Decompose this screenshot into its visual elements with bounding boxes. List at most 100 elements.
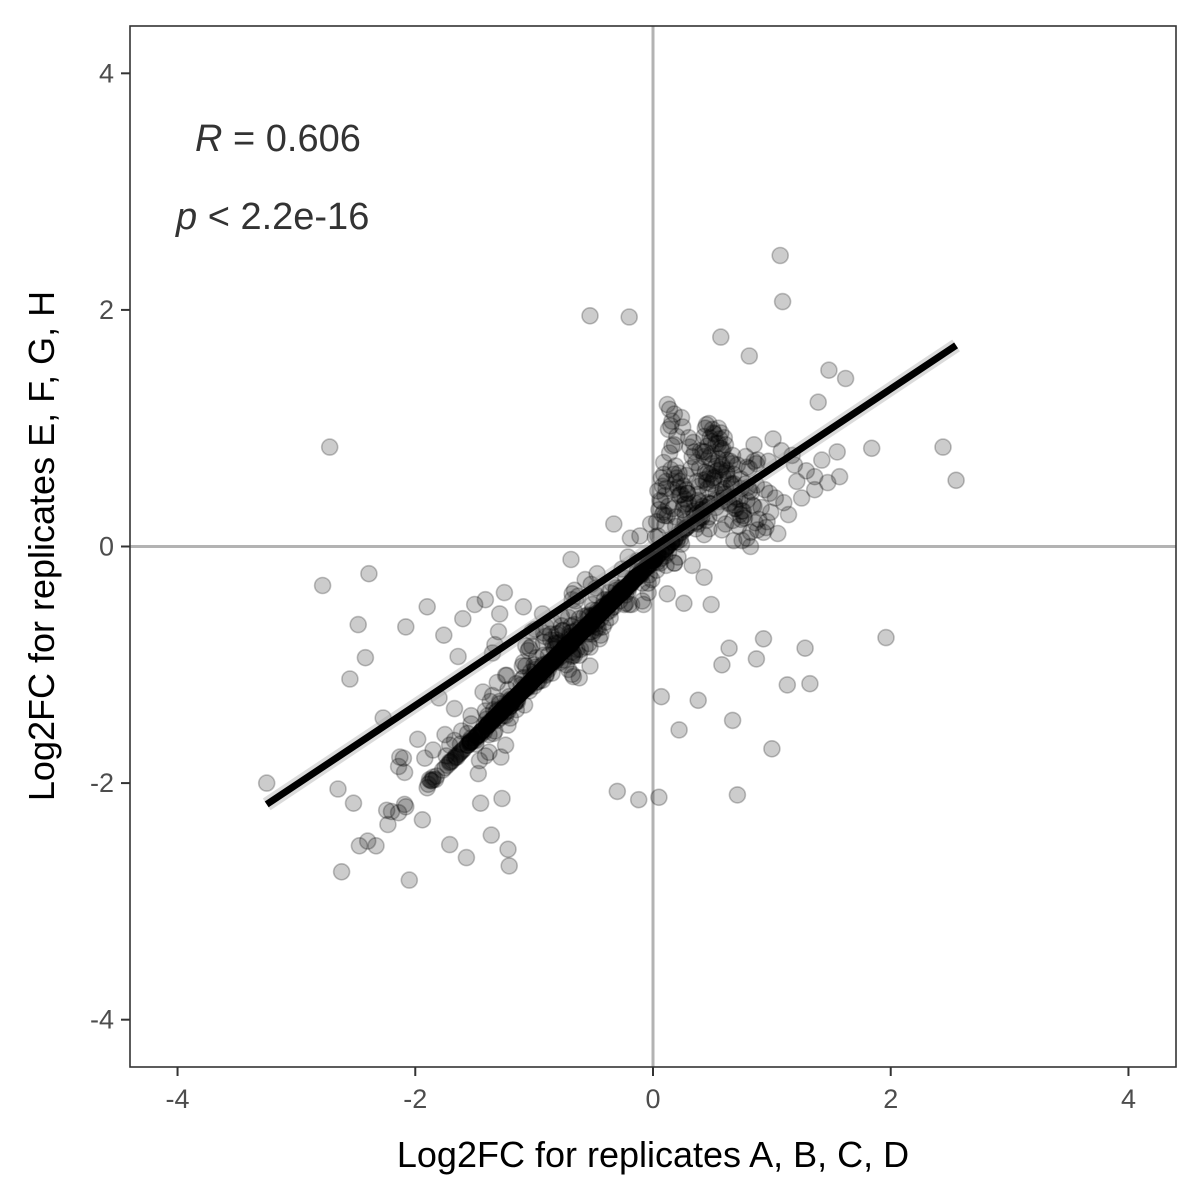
data-point	[596, 613, 615, 632]
data-point	[515, 679, 534, 698]
data-point	[440, 736, 459, 755]
data-point	[614, 581, 633, 600]
data-point	[549, 646, 567, 665]
data-point	[665, 435, 684, 454]
data-point	[449, 647, 467, 666]
data-point	[462, 732, 480, 751]
data-point	[426, 770, 445, 789]
data-point	[525, 655, 543, 674]
data-point	[601, 590, 620, 609]
data-point	[572, 622, 591, 641]
data-point	[763, 739, 781, 758]
data-point	[575, 620, 593, 639]
data-point	[528, 666, 547, 685]
data-point	[557, 638, 576, 656]
data-point	[552, 616, 571, 635]
data-point	[707, 434, 725, 453]
data-point	[585, 621, 604, 640]
data-point	[598, 596, 617, 615]
data-point	[625, 570, 643, 589]
data-point	[670, 486, 688, 505]
data-point	[644, 551, 662, 570]
data-point	[606, 589, 624, 608]
data-point	[535, 659, 554, 678]
data-point	[703, 454, 722, 473]
data-point	[593, 602, 611, 621]
data-point	[628, 567, 647, 585]
data-point	[726, 499, 744, 518]
data-point	[574, 621, 592, 640]
data-point	[745, 435, 763, 454]
data-point	[534, 664, 553, 682]
data-point	[591, 603, 610, 622]
data-point	[501, 691, 520, 710]
data-point	[613, 583, 631, 602]
data-point	[638, 557, 656, 576]
data-point	[508, 686, 527, 705]
data-point	[461, 734, 479, 752]
data-point	[547, 647, 566, 666]
data-point	[583, 612, 602, 630]
data-point	[467, 735, 485, 753]
data-point	[526, 668, 545, 687]
data-point	[581, 614, 599, 633]
data-point	[604, 515, 623, 533]
data-point	[723, 711, 742, 730]
data-point	[493, 699, 511, 718]
data-point	[506, 693, 524, 712]
data-point	[539, 655, 558, 674]
data-point	[588, 607, 606, 626]
data-point	[690, 459, 709, 478]
data-point	[518, 677, 536, 695]
data-point	[468, 726, 486, 745]
data-point	[552, 642, 571, 661]
data-point	[778, 676, 797, 694]
data-point	[467, 728, 485, 746]
data-point	[582, 613, 601, 632]
data-point	[537, 658, 555, 677]
data-point	[477, 716, 496, 734]
data-point	[560, 634, 579, 653]
data-point	[558, 637, 577, 655]
data-point	[539, 655, 558, 674]
data-point	[579, 615, 598, 634]
data-point	[551, 653, 570, 672]
data-point	[740, 347, 759, 365]
data-point	[644, 554, 662, 572]
data-point	[577, 619, 596, 637]
data-point	[597, 597, 616, 616]
data-point	[748, 521, 767, 539]
data-point	[503, 691, 522, 710]
data-point	[541, 653, 560, 672]
data-point	[550, 648, 568, 667]
data-point	[549, 646, 567, 665]
data-point	[503, 691, 522, 710]
data-point	[534, 660, 553, 679]
data-point	[408, 730, 427, 749]
data-point	[531, 664, 549, 682]
data-point	[549, 646, 567, 665]
data-point	[652, 492, 671, 511]
data-point	[525, 670, 543, 688]
data-point	[519, 641, 538, 660]
data-point	[694, 443, 712, 461]
data-point	[600, 593, 618, 611]
data-point	[465, 729, 484, 747]
data-point	[569, 626, 587, 645]
data-point	[653, 505, 672, 524]
data-point	[522, 637, 541, 655]
data-point	[461, 732, 479, 751]
data-point	[614, 581, 633, 600]
data-point	[521, 673, 540, 692]
data-point	[436, 725, 454, 744]
data-point	[585, 609, 604, 628]
data-point	[651, 554, 669, 572]
data-point	[588, 607, 606, 626]
data-point	[478, 716, 497, 734]
data-point	[657, 556, 675, 575]
data-point	[623, 571, 642, 590]
data-point	[551, 644, 570, 662]
data-point	[588, 607, 606, 626]
data-point	[585, 607, 604, 626]
data-point	[480, 743, 498, 762]
